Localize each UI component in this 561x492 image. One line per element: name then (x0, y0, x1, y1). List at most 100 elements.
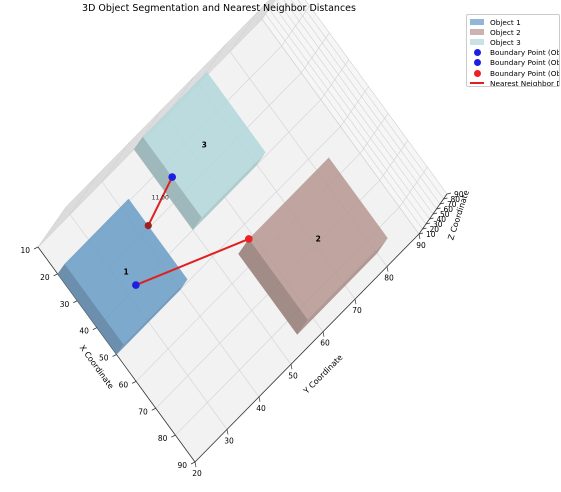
box-face-front-x (297, 238, 388, 335)
z-tick (418, 232, 424, 235)
x-tick (73, 300, 78, 304)
z-tick-label: 90 (454, 190, 464, 199)
object-3-box (134, 71, 266, 230)
boundary-point (245, 235, 253, 243)
boundary-point (132, 281, 140, 289)
z-tick-label: 20 (430, 225, 440, 234)
z-tick-label: 60 (444, 205, 454, 214)
x-tick (33, 246, 39, 250)
y-tick-label: 80 (384, 274, 394, 283)
object-label: 3 (202, 141, 207, 150)
legend-item-nearest-neighbor: Nearest Neighbor Dist (470, 78, 559, 87)
x-tick-label: 40 (79, 327, 89, 336)
object-2-box (238, 157, 388, 335)
y-tick (354, 299, 357, 305)
grid-line-z (55, 0, 437, 223)
y-tick (290, 364, 293, 370)
x-tick (53, 273, 58, 277)
y-tick (258, 396, 261, 402)
x-tick-label: 10 (20, 246, 30, 255)
x-tick-label: 90 (177, 461, 187, 470)
boundary-point (168, 173, 176, 181)
nearest-neighbor-line (147, 176, 174, 227)
legend-swatch (470, 59, 484, 67)
legend-item-boundary-point: Boundary Point (Obj 1 (470, 48, 559, 58)
z-tick (429, 217, 434, 220)
z-tick-label: 40 (437, 215, 447, 224)
legend-item-object-3: Object 3 (470, 37, 559, 47)
y-tick-label: 20 (192, 469, 202, 478)
y-axis-label: Y Coordinate (301, 353, 344, 396)
y-tick-label: 60 (320, 339, 330, 348)
y-tick-label: 70 (352, 306, 362, 315)
z-tick-label: 30 (433, 220, 443, 229)
z-tick (446, 192, 452, 195)
legend-label: Boundary Point (Obj 1 (490, 48, 559, 58)
legend-swatch (470, 18, 484, 26)
grid-line-z (48, 3, 430, 233)
y-tick (386, 266, 389, 272)
grid-line-z (37, 18, 420, 248)
grid-line-z (44, 8, 427, 238)
legend-item-object-1: Object 1 (470, 17, 559, 27)
y-tick (322, 331, 325, 337)
legend-swatch (470, 49, 484, 57)
line-endpoint (144, 222, 152, 230)
legend-swatch (470, 28, 484, 36)
box-face-front-y (57, 263, 124, 355)
x-tick (112, 354, 117, 357)
box-face-top (64, 198, 188, 345)
x-tick (171, 434, 176, 438)
legend-label: Boundary Point (Obj 2 (490, 68, 559, 78)
x-tick-label: 80 (158, 434, 168, 443)
z-tick (422, 227, 427, 230)
y-tick-label: 90 (416, 241, 426, 250)
x-axis-label: X Coordinate (78, 343, 116, 390)
nearest-neighbor-line (135, 238, 250, 286)
z-tick (425, 222, 431, 225)
object-1-box (57, 198, 188, 355)
box-face-top (142, 71, 266, 218)
z-tick-label: 70 (447, 200, 457, 209)
y-axis-line (194, 233, 420, 463)
y-tick-label: 30 (224, 436, 234, 445)
legend-item-object-2: Object 2 (470, 27, 559, 37)
legend-label: Nearest Neighbor Dist (490, 78, 559, 87)
object-label: 1 (123, 268, 128, 277)
grid-line-z (62, 0, 444, 213)
grid-line-z (65, 0, 448, 208)
tick-labels: 1020304050607080902030405060708090102030… (20, 190, 463, 478)
legend-swatch (470, 38, 484, 46)
legend-swatch (470, 79, 484, 86)
x-tick-label: 30 (60, 300, 70, 309)
legend-label: Object 3 (490, 37, 521, 47)
z-tick (432, 212, 438, 215)
x-tick (131, 381, 137, 384)
y-tick (418, 233, 421, 240)
x-tick (92, 327, 98, 330)
legend-label: Object 1 (490, 17, 521, 27)
x-tick (151, 407, 156, 411)
legend: Object 1 Object 2 Object 3 Boundary Point (… (466, 14, 560, 87)
legend-item-boundary-point: Boundary Point (Obj 2 (470, 68, 559, 78)
y-tick-label: 50 (288, 371, 298, 380)
x-tick (190, 461, 196, 465)
box-face-front-y (134, 136, 202, 230)
z-tick (436, 207, 441, 210)
x-tick-label: 70 (138, 407, 148, 416)
x-tick-label: 50 (99, 354, 109, 363)
y-tick (226, 429, 229, 435)
grid-line-z (51, 0, 434, 228)
object-label: 2 (316, 235, 321, 244)
legend-label: Boundary Point (Obj 3 (490, 58, 559, 68)
z-tick-label: 10 (426, 230, 436, 239)
chart-title: 3D Object Segmentation and Nearest Neigh… (82, 3, 356, 14)
box-face-front-y (238, 238, 308, 335)
x-tick-label: 20 (40, 273, 50, 282)
y-tick-label: 40 (256, 404, 266, 413)
box-face-front-x (116, 279, 188, 355)
box-face-top (248, 157, 388, 320)
z-tick (439, 202, 445, 205)
